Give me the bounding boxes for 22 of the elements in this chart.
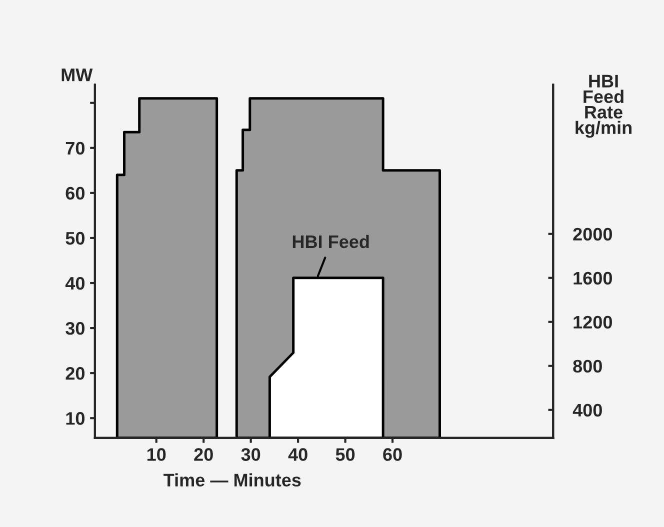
x-tick-label: 20 — [194, 448, 213, 461]
y2-tick-label: 1600 — [574, 272, 612, 285]
y-tick-label: 70 — [66, 142, 84, 155]
y-axis-title: MW — [62, 68, 93, 82]
x-tick-label: 40 — [288, 448, 308, 461]
x-tick-label: 10 — [147, 448, 166, 461]
y-tick-label: 50 — [66, 232, 84, 245]
y-tick-label: 30 — [66, 322, 84, 335]
x-tick-label: 60 — [383, 448, 402, 461]
y-tick-label: 40 — [65, 276, 84, 290]
x-axis-title: Time — Minutes — [164, 473, 301, 487]
y-tick-label: 20 — [66, 367, 84, 380]
y2-tick-label: 1200 — [574, 316, 612, 329]
x-tick-label: 50 — [336, 448, 355, 461]
y2-tick-label: 800 — [573, 360, 602, 373]
x-tick-label: 30 — [241, 448, 260, 461]
y-tick-label: 60 — [66, 186, 84, 200]
y2-tick-label: 2000 — [573, 228, 612, 241]
y-tick-label: 10 — [66, 412, 84, 425]
annotation: HBI Feed — [292, 234, 369, 248]
y2-axis-title: HBI Feed Rate kg/min — [576, 74, 632, 138]
y2-tick-label: 400 — [572, 404, 602, 417]
